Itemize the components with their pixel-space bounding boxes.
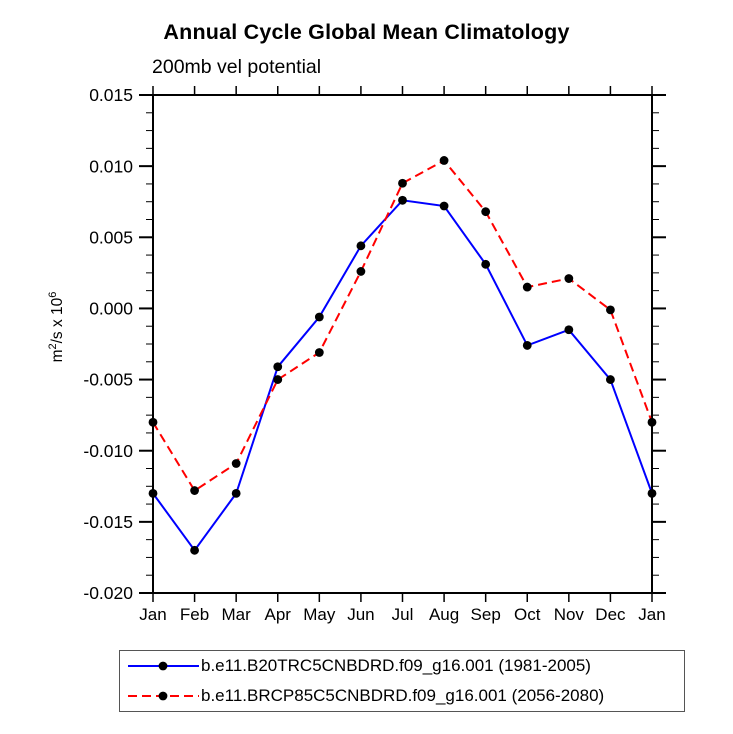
month-label: Dec <box>595 605 626 624</box>
month-label: Aug <box>429 605 459 624</box>
month-label: Jun <box>347 605 374 624</box>
data-point <box>606 375 615 384</box>
legend-line-sample-solid <box>128 661 199 671</box>
legend-marker-dot <box>158 691 168 701</box>
data-point <box>314 312 324 322</box>
y-axis-tick-labels: 0.015 0.010 0.005 0.000 -0.005 -0.010 -0.015 -0… <box>83 85 133 603</box>
series-points-1 <box>148 156 657 495</box>
y-axis-minor-ticks <box>146 112 659 576</box>
data-point <box>148 417 158 427</box>
series-line-0 <box>152 199 653 552</box>
data-point <box>190 545 199 555</box>
y-tick-label: 0.005 <box>89 227 133 247</box>
legend-box: b.e11.B20TRC5CNBDRD.f09_g16.001 (1981-20… <box>119 650 685 712</box>
data-point <box>398 178 407 188</box>
data-point <box>481 259 491 269</box>
data-point <box>398 195 407 205</box>
plot-area: 0.015 0.010 0.005 0.000 -0.005 -0.010 -0.015 -0… <box>83 85 666 624</box>
month-label: Sep <box>471 605 501 624</box>
data-point <box>606 305 615 315</box>
month-label: Jan <box>638 605 665 624</box>
month-label: Apr <box>265 605 292 624</box>
month-label: Oct <box>514 605 541 624</box>
data-point <box>522 341 532 350</box>
legend-entry: b.e11.BRCP85C5CNBDRD.f09_g16.001 (2056-2… <box>120 681 684 711</box>
y-tick-label: 0.000 <box>89 299 133 319</box>
legend-entry: b.e11.B20TRC5CNBDRD.f09_g16.001 (1981-20… <box>120 651 684 681</box>
x-axis-labels: Jan Feb Mar Apr May Jun Jul Aug Sep Oct Nov Dec Jan <box>139 605 665 624</box>
data-point <box>564 274 574 283</box>
series-points-0 <box>148 195 657 555</box>
y-tick-label: 0.010 <box>89 156 133 176</box>
data-point <box>647 489 657 498</box>
x-axis-ticks <box>152 86 653 602</box>
chart-subtitle: 200mb vel potential <box>152 56 322 78</box>
month-label: Nov <box>554 605 585 624</box>
data-point <box>273 375 283 384</box>
month-label: Feb <box>180 605 209 624</box>
y-axis-major-ticks <box>139 94 666 594</box>
data-point <box>481 207 491 217</box>
data-point <box>148 489 158 498</box>
month-label: May <box>303 605 336 624</box>
y-tick-label: -0.005 <box>83 370 133 390</box>
series-line-1 <box>152 159 653 493</box>
data-point <box>647 417 657 427</box>
legend-line-sample-dashed <box>128 691 199 701</box>
y-tick-label: -0.010 <box>83 441 133 461</box>
data-point <box>314 348 324 357</box>
y-tick-label: -0.020 <box>83 583 133 603</box>
data-point <box>273 362 283 372</box>
data-point <box>231 459 241 468</box>
legend-label: b.e11.BRCP85C5CNBDRD.f09_g16.001 (2056-2… <box>201 686 605 705</box>
data-point <box>356 241 366 251</box>
data-point <box>439 156 449 165</box>
chart-title: Annual Cycle Global Mean Climatology <box>163 20 570 44</box>
data-point <box>231 489 241 498</box>
data-point <box>522 282 532 292</box>
legend-label: b.e11.B20TRC5CNBDRD.f09_g16.001 (1981-20… <box>201 656 591 675</box>
data-point <box>190 486 199 495</box>
data-point <box>356 267 366 276</box>
y-tick-label: -0.015 <box>83 512 133 532</box>
data-point <box>564 325 574 335</box>
plot-frame <box>152 94 653 594</box>
data-point <box>439 201 449 211</box>
month-label: Mar <box>222 605 252 624</box>
y-tick-label: 0.015 <box>89 85 133 105</box>
legend-marker-dot <box>158 661 168 671</box>
month-label: Jul <box>392 605 414 624</box>
month-label: Jan <box>139 605 166 624</box>
